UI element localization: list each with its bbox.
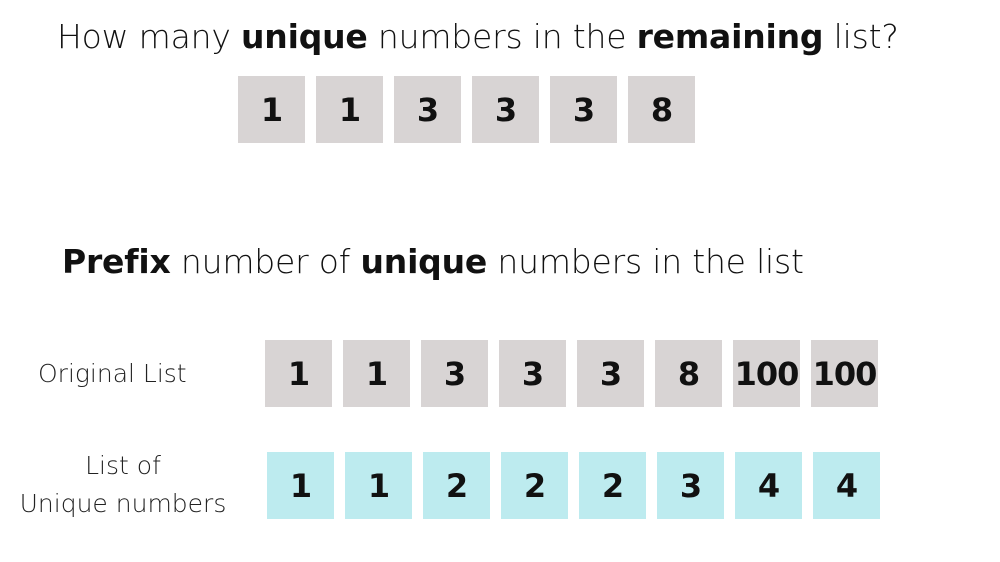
unique-cell: 3 — [657, 452, 724, 519]
remaining-list: 1 1 3 3 3 8 — [238, 76, 695, 143]
remaining-cell: 1 — [316, 76, 383, 143]
original-list-label: Original List — [38, 359, 187, 388]
original-cell: 1 — [343, 340, 410, 407]
original-cell: 8 — [655, 340, 722, 407]
remaining-cell: 1 — [238, 76, 305, 143]
unique-cell: 4 — [813, 452, 880, 519]
unique-label-line-2: Unique numbers — [19, 489, 227, 518]
original-cell: 3 — [421, 340, 488, 407]
unique-cell: 2 — [579, 452, 646, 519]
unique-cell: 1 — [267, 452, 334, 519]
question-text-2: numbers in the — [367, 17, 637, 56]
remaining-cell: 3 — [394, 76, 461, 143]
unique-cell: 1 — [345, 452, 412, 519]
prefix-text-2: numbers in the list — [487, 242, 804, 281]
question-text-1: How many — [57, 17, 241, 56]
question-text-3: list? — [823, 17, 899, 56]
unique-list: 1 1 2 2 2 3 4 4 — [267, 452, 880, 519]
original-cell: 100 — [733, 340, 800, 407]
question-bold-remaining: remaining — [636, 17, 824, 56]
prefix-bold: Prefix — [62, 242, 171, 281]
question-bold-unique: unique — [241, 17, 368, 56]
unique-cell: 4 — [735, 452, 802, 519]
original-cell: 1 — [265, 340, 332, 407]
remaining-cell: 3 — [550, 76, 617, 143]
prefix-text-1: number of — [170, 242, 361, 281]
remaining-cell: 8 — [628, 76, 695, 143]
unique-list-label: List of Unique numbers — [14, 447, 232, 523]
unique-cell: 2 — [501, 452, 568, 519]
question-heading: How many unique numbers in the remaining… — [57, 20, 899, 53]
unique-cell: 2 — [423, 452, 490, 519]
prefix-heading: Prefix number of unique numbers in the l… — [62, 245, 804, 278]
remaining-cell: 3 — [472, 76, 539, 143]
unique-label-line-1: List of — [85, 451, 161, 480]
original-cell: 100 — [811, 340, 878, 407]
original-cell: 3 — [577, 340, 644, 407]
original-list: 1 1 3 3 3 8 100 100 — [265, 340, 878, 407]
prefix-bold-unique: unique — [360, 242, 488, 281]
original-cell: 3 — [499, 340, 566, 407]
